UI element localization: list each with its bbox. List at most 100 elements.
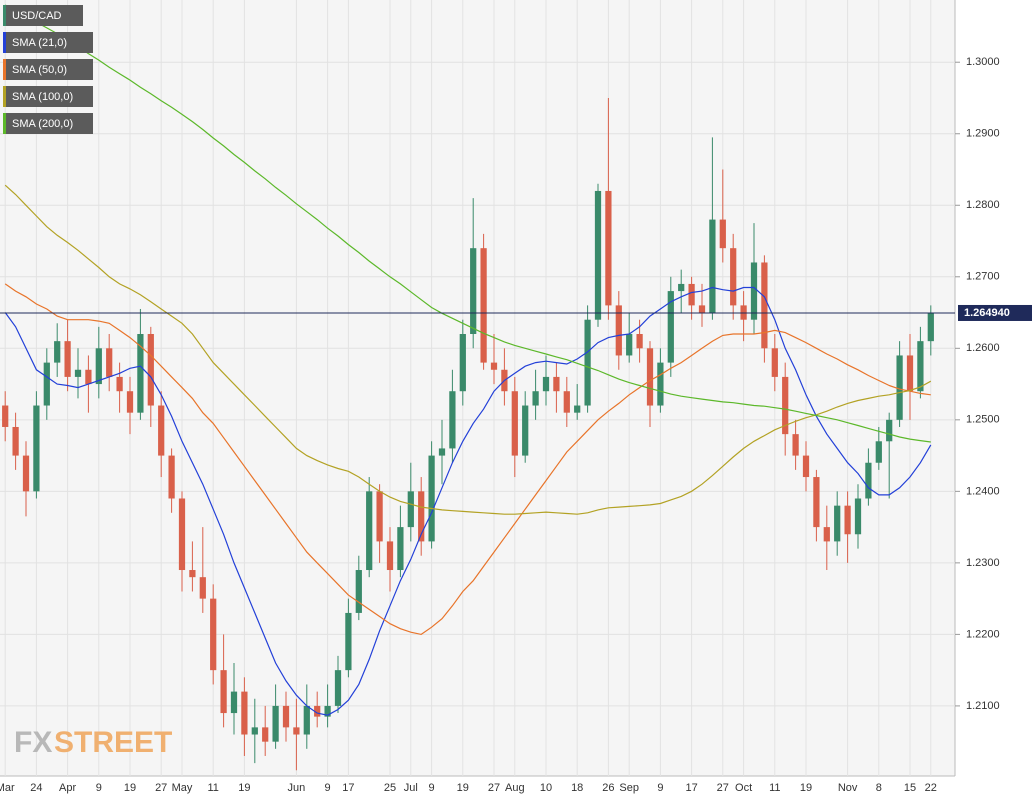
candle-body: [355, 570, 362, 613]
overlay: 1.2100 1.2200 1.2300 1.2400 1.2500 1.2600 1.27…: [0, 5, 1032, 794]
candle-body: [646, 348, 654, 406]
candle-body: [750, 262, 758, 320]
legend-box: [3, 32, 93, 53]
candle-body: [522, 405, 529, 456]
x-tick-label: 18: [571, 782, 583, 794]
x-tick-label: May: [172, 782, 193, 794]
x-tick-label: 17: [685, 782, 697, 794]
candle-body: [709, 219, 716, 313]
candle-body: [438, 448, 446, 456]
candle-body: [168, 455, 175, 499]
candle-body: [418, 491, 425, 542]
y-tick-label: 1.2800: [966, 199, 1000, 211]
candle-body: [407, 491, 414, 528]
candle-body: [854, 498, 862, 535]
candle-body: [95, 348, 102, 385]
x-tick-label: Sep: [619, 782, 639, 794]
candle-body: [272, 705, 279, 742]
y-tick-label: 1.2100: [966, 700, 1000, 712]
candle-body: [397, 527, 404, 571]
legend-label: SMA (21,0): [12, 37, 67, 49]
x-tick-label: Apr: [59, 782, 76, 794]
y-tick-label: 1.2700: [966, 271, 1000, 283]
y-tick-label: 1.2900: [966, 128, 1000, 140]
x-tick-label: 27: [488, 782, 500, 794]
candle-body: [844, 505, 851, 535]
x-tick-label: 9: [657, 782, 663, 794]
candle-body: [251, 727, 258, 735]
candle-body: [199, 577, 206, 599]
candle-body: [678, 283, 685, 292]
candle-body: [553, 376, 560, 392]
candle-body: [574, 405, 581, 413]
legend-box: [3, 86, 93, 107]
candle-body: [116, 376, 123, 392]
x-tick-label: Aug: [505, 782, 525, 794]
x-tick-label: 19: [457, 782, 469, 794]
candle-body: [480, 248, 487, 363]
candle-body: [147, 334, 154, 406]
candle-body: [210, 598, 217, 671]
x-tick-label: 15: [904, 782, 916, 794]
candle-body: [896, 355, 903, 420]
legend-box: [3, 5, 83, 26]
candle-body: [688, 283, 695, 306]
candle-body: [563, 391, 570, 413]
candle-body: [230, 691, 238, 714]
candle-body: [334, 670, 342, 706]
candle-body: [792, 434, 799, 456]
x-tick-label: 9: [325, 782, 331, 794]
candle-body: [667, 291, 674, 363]
candle-body: [2, 405, 9, 427]
x-tick-label: 11: [207, 782, 218, 794]
candle-body: [282, 705, 290, 728]
candle-body: [64, 341, 71, 377]
watermark: FX STREET: [14, 726, 172, 759]
marks: [2, 4, 934, 771]
x-tick-label: 27: [717, 782, 729, 794]
candle-body: [771, 348, 778, 377]
legend-box: [3, 59, 93, 80]
candle-body: [490, 362, 498, 370]
watermark-street: STREET: [54, 726, 172, 759]
sma-line: [4, 283, 931, 636]
candle-body: [74, 369, 82, 377]
candle-body: [366, 491, 373, 571]
candle-body: [927, 313, 934, 342]
y-tick-label: 1.2400: [966, 485, 1000, 497]
y-tick-label: 1.2500: [966, 414, 1000, 426]
candle-body: [220, 670, 227, 714]
x-tick-label: 9: [429, 782, 435, 794]
last-price-box: [958, 304, 1032, 321]
sma-line: [4, 4, 931, 443]
x-tick-label: Jul: [404, 782, 418, 794]
candle-body: [657, 362, 664, 406]
candle-body: [470, 248, 477, 335]
candle-body: [85, 369, 92, 385]
candle-body: [12, 426, 19, 456]
candle-body: [761, 262, 768, 349]
legend-label: SMA (50,0): [12, 64, 67, 76]
candle-body: [137, 334, 144, 413]
legend-swatch: [3, 32, 6, 53]
candle-body: [376, 491, 383, 542]
candle-body: [698, 305, 706, 313]
candle-body: [865, 462, 872, 499]
candle-body: [886, 419, 893, 442]
x-tick-label: Mar: [0, 782, 15, 794]
x-tick-label: 10: [540, 782, 552, 794]
x-tick-label: 17: [342, 782, 354, 794]
candle-body: [43, 362, 50, 406]
last-price-label: 1.264940: [964, 307, 1010, 319]
candle-body: [917, 341, 924, 392]
candle-body: [324, 705, 331, 717]
plot-area: [0, 0, 955, 776]
candle-body: [459, 334, 466, 392]
legend-swatch: [3, 5, 6, 26]
candle-body: [428, 455, 435, 542]
candle-body: [594, 190, 602, 320]
candle-body: [33, 405, 40, 492]
sma-line: [4, 184, 932, 515]
candle-body: [834, 505, 841, 542]
candle-body: [532, 391, 539, 406]
